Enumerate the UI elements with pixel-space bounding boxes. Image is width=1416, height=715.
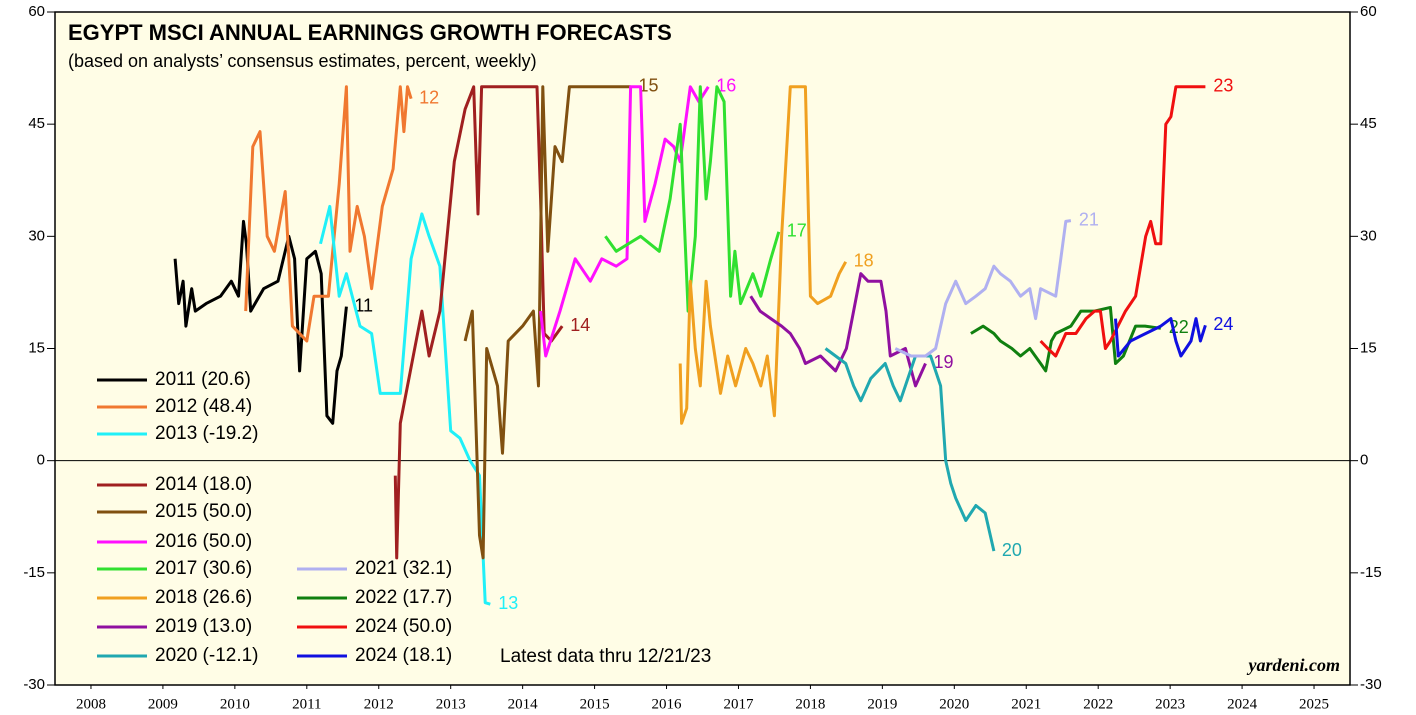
y-tick-label-right: 15 xyxy=(1360,339,1377,356)
x-tick-label: 2020 xyxy=(939,696,969,712)
y-tick-label-right: -15 xyxy=(1360,564,1382,581)
x-tick-label: 2014 xyxy=(508,696,539,712)
x-tick-label: 2013 xyxy=(436,696,466,712)
x-tick-label: 2025 xyxy=(1299,696,1329,712)
legend-label: 2011 (20.6) xyxy=(155,369,251,390)
end-label: 19 xyxy=(934,352,954,372)
y-tick-label-right: 45 xyxy=(1360,115,1377,132)
end-label: 23 xyxy=(1213,76,1233,96)
y-tick-label-right: 30 xyxy=(1360,227,1377,244)
y-tick-label-right: 0 xyxy=(1360,452,1368,469)
series-line xyxy=(319,204,491,606)
series-line xyxy=(244,85,413,343)
chart-subtitle: (based on analysts’ consensus estimates,… xyxy=(68,51,537,71)
end-label: 20 xyxy=(1002,540,1022,560)
legend-label: 2021 (32.1) xyxy=(355,558,452,579)
series-line xyxy=(604,85,781,313)
x-tick-label: 2011 xyxy=(292,696,321,712)
x-tick-label: 2023 xyxy=(1155,696,1185,712)
x-tick-label: 2009 xyxy=(148,696,178,712)
legend-label: 2022 (17.7) xyxy=(355,587,452,608)
series-line xyxy=(678,85,848,425)
series-line xyxy=(970,305,1162,373)
y-tick-label: 15 xyxy=(28,339,45,356)
x-tick-label: 2015 xyxy=(580,696,610,712)
legend-label: 2014 (18.0) xyxy=(155,474,252,495)
x-tick-label: 2024 xyxy=(1227,696,1258,712)
end-label: 17 xyxy=(787,221,807,241)
end-label: 21 xyxy=(1079,209,1099,229)
x-tick-label: 2022 xyxy=(1083,696,1113,712)
legend-label: 2017 (30.6) xyxy=(155,558,252,579)
x-tick-label: 2010 xyxy=(220,696,250,712)
end-label: 11 xyxy=(354,295,373,315)
x-tick-label: 2018 xyxy=(795,696,825,712)
series-line xyxy=(749,272,927,388)
y-tick-label: 45 xyxy=(28,115,45,132)
legend-label: 2019 (13.0) xyxy=(155,616,252,637)
end-label: 13 xyxy=(498,593,518,613)
y-tick-label: 60 xyxy=(28,3,45,20)
x-tick-label: 2019 xyxy=(867,696,897,712)
end-label: 15 xyxy=(639,76,659,96)
legend-label: 2024 (18.1) xyxy=(355,645,452,666)
x-tick-label: 2017 xyxy=(723,696,754,712)
y-tick-label-right: -30 xyxy=(1360,676,1382,693)
legend-label: 2012 (48.4) xyxy=(155,396,252,417)
end-label: 16 xyxy=(716,76,736,96)
x-tick-label: 2016 xyxy=(652,696,683,712)
series-line xyxy=(1039,85,1206,358)
chart-title: EGYPT MSCI ANNUAL EARNINGS GROWTH FORECA… xyxy=(68,20,672,45)
end-label: 24 xyxy=(1213,314,1233,334)
legend-label: 2024 (50.0) xyxy=(355,616,452,637)
x-tick-label: 2012 xyxy=(364,696,394,712)
y-tick-label: 30 xyxy=(28,227,45,244)
series-line xyxy=(173,219,348,425)
legend-label: 2013 (-19.2) xyxy=(155,423,259,444)
end-label: 14 xyxy=(570,315,590,335)
y-tick-label: -15 xyxy=(23,564,45,581)
y-tick-label: -30 xyxy=(23,676,45,693)
x-tick-label: 2008 xyxy=(76,696,106,712)
annotation: Latest data thru 12/21/23 xyxy=(500,646,711,667)
source: yardeni.com xyxy=(1247,655,1341,675)
series-line xyxy=(1114,317,1207,358)
end-label: 12 xyxy=(419,87,439,107)
x-tick-label: 2021 xyxy=(1011,696,1041,712)
end-label: 18 xyxy=(854,251,874,271)
y-tick-label-right: 60 xyxy=(1360,3,1377,20)
y-tick-label: 0 xyxy=(37,452,45,469)
series-line xyxy=(894,219,1072,358)
legend-label: 2015 (50.0) xyxy=(155,501,252,522)
legend-label: 2020 (-12.1) xyxy=(155,645,259,666)
series-line xyxy=(463,85,631,560)
legend-label: 2016 (50.0) xyxy=(155,531,252,552)
legend-label: 2018 (26.6) xyxy=(155,587,252,608)
